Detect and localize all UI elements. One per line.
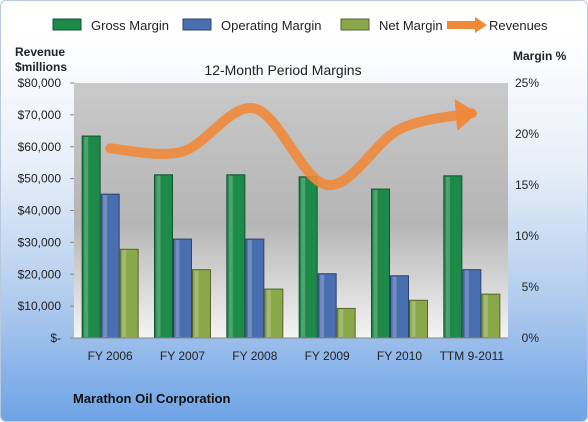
bars-layer — [81, 135, 501, 339]
legend-gross-margin-label: Gross Margin — [91, 18, 169, 33]
right-axis-label: Margin % — [513, 49, 567, 63]
legend-revenues-label: Revenues — [489, 18, 548, 33]
operating-margin-bar-highlight-4 — [392, 276, 397, 337]
gross-margin-bar-highlight-4 — [373, 190, 378, 337]
left-axis-tick-label-8: $80,000 — [18, 76, 62, 90]
x-axis-label-2: FY 2008 — [232, 349, 277, 363]
left-axis-tick-label-4: $40,000 — [18, 204, 62, 218]
gross-margin-bar-highlight-0 — [84, 137, 89, 337]
operating-margin-bar-highlight-0 — [103, 195, 108, 337]
left-axis-tick-label-0: $- — [50, 331, 61, 345]
left-axis-label-line1: Revenue — [15, 45, 65, 59]
revenues-point-0 — [105, 143, 115, 153]
revenues-arrowhead — [454, 98, 478, 131]
revenues-point-1 — [178, 147, 188, 157]
right-axis-tick-label-1: 5% — [522, 280, 540, 294]
left-axis-tick-label-6: $60,000 — [18, 140, 62, 154]
legend-revenues-arrow — [475, 17, 487, 33]
gross-margin-bar-highlight-3 — [301, 177, 306, 337]
legend-operating-margin-label: Operating Margin — [221, 18, 321, 33]
line-layer — [105, 98, 478, 191]
revenues-point-4 — [395, 124, 405, 134]
x-axis-label-1: FY 2007 — [160, 349, 205, 363]
revenues-line — [105, 103, 477, 191]
legend-net-margin-swatch — [340, 18, 370, 31]
net-margin-bar-highlight-3 — [339, 309, 344, 337]
net-margin-bar-highlight-2 — [266, 290, 271, 337]
left-axis-tick-label-5: $50,000 — [18, 172, 62, 186]
operating-margin-bar-highlight-3 — [320, 274, 325, 337]
left-axis-tick-label-3: $30,000 — [18, 235, 62, 249]
right-axis-tick-label-2: 10% — [515, 229, 539, 243]
gross-margin-bar-highlight-1 — [156, 175, 161, 337]
gross-margin-bar-highlight-2 — [228, 175, 233, 337]
legend-net-margin-label: Net Margin — [379, 18, 443, 33]
operating-margin-bar-highlight-2 — [247, 240, 252, 337]
left-axis-tick-label-1: $10,000 — [18, 299, 62, 313]
right-axis-tick-label-3: 15% — [515, 178, 539, 192]
left-axis-label-line2: $millions — [15, 60, 67, 74]
net-margin-bar-highlight-0 — [122, 250, 127, 337]
axes-layer: $- $10,000 $20,000 $30,000 $40,000 $50,000 $60… — [18, 76, 540, 363]
net-margin-bar-highlight-5 — [483, 295, 488, 337]
revenues-point-3 — [322, 180, 332, 190]
footer-company-name: Marathon Oil Corporation — [73, 391, 231, 406]
x-axis-label-5: TTM 9-2011 — [440, 349, 505, 363]
net-margin-bar-highlight-1 — [194, 270, 199, 337]
right-axis-tick-label-0: 0% — [522, 331, 540, 345]
legend: Gross Margin Operating Margin Net Margin Re… — [52, 17, 548, 33]
gross-margin-bar-highlight-5 — [445, 176, 450, 337]
x-axis-label-4: FY 2010 — [377, 349, 422, 363]
right-axis-tick-label-4: 20% — [515, 127, 539, 141]
chart-title: 12-Month Period Margins — [204, 62, 361, 78]
operating-margin-bar-highlight-1 — [175, 240, 180, 337]
legend-operating-margin-swatch — [182, 18, 212, 31]
revenues-point-2 — [250, 104, 260, 114]
left-axis-tick-label-2: $20,000 — [18, 267, 62, 281]
x-axis-label-0: FY 2006 — [88, 349, 133, 363]
net-margin-bar-highlight-4 — [411, 301, 416, 337]
operating-margin-bar-highlight-5 — [464, 270, 469, 337]
right-axis-tick-label-5: 25% — [515, 76, 539, 90]
left-axis-tick-label-7: $70,000 — [18, 108, 62, 122]
revenues-point-5 — [467, 108, 477, 118]
x-axis-label-3: FY 2009 — [305, 349, 350, 363]
legend-gross-margin-swatch — [52, 18, 82, 31]
plot-area — [74, 83, 508, 338]
